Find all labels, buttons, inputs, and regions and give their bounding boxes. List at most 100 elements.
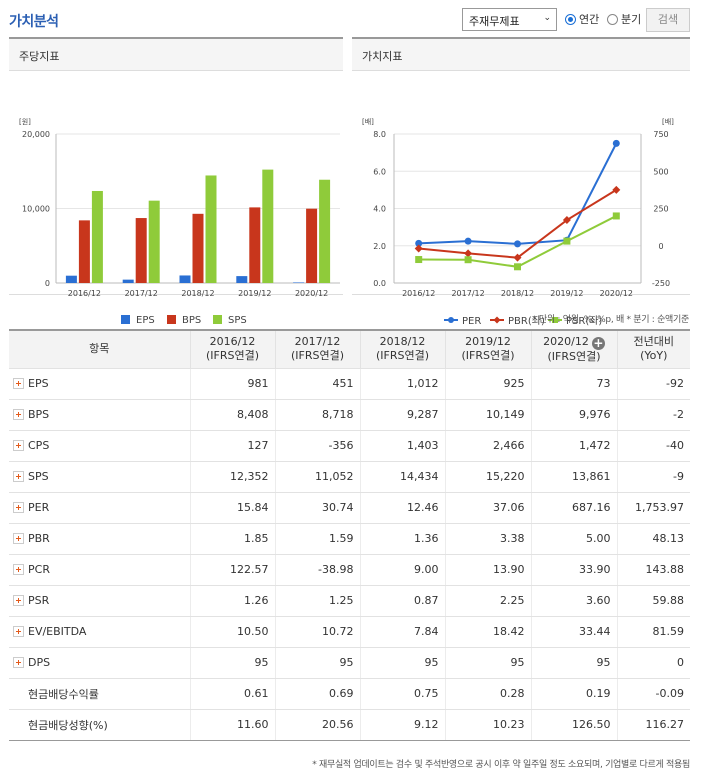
row-label-cell[interactable]: PER xyxy=(9,492,190,524)
row-label: SPS xyxy=(28,470,49,483)
row-label-cell[interactable]: PCR xyxy=(9,554,190,586)
y-left-axis-unit: [배] xyxy=(362,117,374,126)
y-left-tick-label: 8.0 xyxy=(373,130,386,139)
bar-bps xyxy=(135,218,147,283)
row-label-cell[interactable]: SPS xyxy=(9,461,190,493)
data-point xyxy=(514,263,521,271)
value-cell: 143.88 xyxy=(616,554,690,586)
y-right-tick-label: 0 xyxy=(658,242,663,251)
legend-swatch xyxy=(121,315,130,324)
value-cell: 30.74 xyxy=(274,492,360,524)
header-line1: 2017/12 xyxy=(294,335,341,349)
data-point xyxy=(464,237,472,245)
y-tick-label: 10,000 xyxy=(22,205,50,214)
header-line2: (IFRS연결) xyxy=(375,349,430,363)
statement-select-value: 주재무제표 xyxy=(469,15,520,28)
statement-select[interactable]: 주재무제표 ⌄ xyxy=(462,8,557,31)
row-label-cell[interactable]: BPS xyxy=(9,399,190,431)
row-label-cell: 현금배당수익률 xyxy=(9,678,190,710)
bar-sps xyxy=(148,200,160,283)
table-row: PSR 1.26 1.25 0.87 2.25 3.60 59.88 xyxy=(9,585,690,617)
y-right-tick-label: 250 xyxy=(653,205,668,214)
legend-label: PER xyxy=(462,316,481,327)
expand-plus-icon[interactable] xyxy=(13,626,24,637)
row-label-cell[interactable]: CPS xyxy=(9,430,190,462)
header-line1: 2018/12 xyxy=(379,335,426,349)
row-label-cell: 현금배당성향(%) xyxy=(9,709,190,741)
x-tick-label: 2020/12 xyxy=(295,289,328,298)
header-period: 2020/12 + (IFRS연결) xyxy=(530,329,617,369)
table-body: EPS 981 451 1,012 925 73 -92 BPS 8,408 8,718 9,287… xyxy=(9,368,690,741)
x-tick-label: 2020/12 xyxy=(600,289,633,298)
add-period-icon[interactable]: + xyxy=(591,335,605,350)
header-item: 항목 xyxy=(9,329,190,369)
table-row: BPS 8,408 8,718 9,287 10,149 9,976 -2 xyxy=(9,399,690,431)
data-point xyxy=(415,256,423,264)
header-period: 전년대비 (YoY) xyxy=(616,329,690,369)
legend-label: EPS xyxy=(136,315,155,326)
value-cell: 1,403 xyxy=(359,430,445,462)
value-chart: [배] [배] 0.0 2.0 4.0 6.0 8.0 -250 0 250 500 750 2016/… xyxy=(362,117,674,327)
value-cell: 122.57 xyxy=(189,554,275,586)
row-label-cell[interactable]: PBR xyxy=(9,523,190,555)
legend-marker xyxy=(448,317,454,323)
data-point xyxy=(464,249,473,258)
header-line2: (IFRS연결) xyxy=(290,349,345,363)
radio-annual[interactable]: 연간 xyxy=(565,11,599,27)
data-point xyxy=(414,244,423,253)
value-cell: 981 xyxy=(189,368,275,400)
value-cell: 0.87 xyxy=(359,585,445,617)
value-cell: 5.00 xyxy=(530,523,617,555)
row-label-cell[interactable]: EV/EBITDA xyxy=(9,616,190,648)
radio-quarter[interactable]: 분기 xyxy=(607,11,641,27)
row-label-cell[interactable]: EPS xyxy=(9,368,190,400)
bar-eps xyxy=(65,275,77,283)
expand-plus-icon[interactable] xyxy=(13,564,24,575)
value-cell: 0.69 xyxy=(274,678,360,710)
value-cell: 8,408 xyxy=(189,399,275,431)
bar-sps xyxy=(205,175,217,283)
value-cell: 11,052 xyxy=(274,461,360,493)
per-share-chart: [원] 0 10,000 20,000 2016/12 2017/12 2018/12 201… xyxy=(19,117,340,326)
expand-plus-icon[interactable] xyxy=(13,595,24,606)
table-row: EPS 981 451 1,012 925 73 -92 xyxy=(9,368,690,400)
data-point xyxy=(513,253,522,262)
chevron-down-icon: ⌄ xyxy=(543,13,551,23)
expand-plus-icon[interactable] xyxy=(13,502,24,513)
bar-bps xyxy=(78,220,90,283)
value-cell: 10.23 xyxy=(444,709,531,741)
value-cell: 13,861 xyxy=(530,461,617,493)
value-cell: 3.38 xyxy=(444,523,531,555)
legend-label: PSR(좌) xyxy=(566,315,602,327)
value-cell: -38.98 xyxy=(274,554,360,586)
legend-label: BPS xyxy=(182,315,201,326)
row-label: DPS xyxy=(28,656,51,669)
value-cell: 10,149 xyxy=(444,399,531,431)
row-label-cell[interactable]: PSR xyxy=(9,585,190,617)
expand-plus-icon[interactable] xyxy=(13,440,24,451)
row-label-cell[interactable]: DPS xyxy=(9,647,190,679)
value-cell: 12,352 xyxy=(189,461,275,493)
y-left-tick-label: 6.0 xyxy=(373,167,386,176)
x-tick-label: 2016/12 xyxy=(68,289,101,298)
expand-plus-icon[interactable] xyxy=(13,409,24,420)
table-row: CPS 127 -356 1,403 2,466 1,472 -40 xyxy=(9,430,690,462)
radio-annual-label: 연간 xyxy=(579,13,600,26)
expand-plus-icon[interactable] xyxy=(13,471,24,482)
value-cell: 7.84 xyxy=(359,616,445,648)
expand-plus-icon[interactable] xyxy=(13,533,24,544)
expand-plus-icon[interactable] xyxy=(13,378,24,389)
value-cell: 1.36 xyxy=(359,523,445,555)
legend-swatch xyxy=(167,315,176,324)
row-label: PBR xyxy=(28,532,50,545)
bar-bps xyxy=(306,208,318,283)
table-row: PBR 1.85 1.59 1.36 3.38 5.00 48.13 xyxy=(9,523,690,555)
radio-selected-icon xyxy=(565,13,576,25)
value-cell: 0.61 xyxy=(189,678,275,710)
value-cell: 12.46 xyxy=(359,492,445,524)
expand-plus-icon[interactable] xyxy=(13,657,24,668)
value-cell: -2 xyxy=(616,399,690,431)
bar-sps xyxy=(262,169,274,283)
value-cell: 3.60 xyxy=(530,585,617,617)
search-button[interactable]: 검색 xyxy=(646,8,690,32)
